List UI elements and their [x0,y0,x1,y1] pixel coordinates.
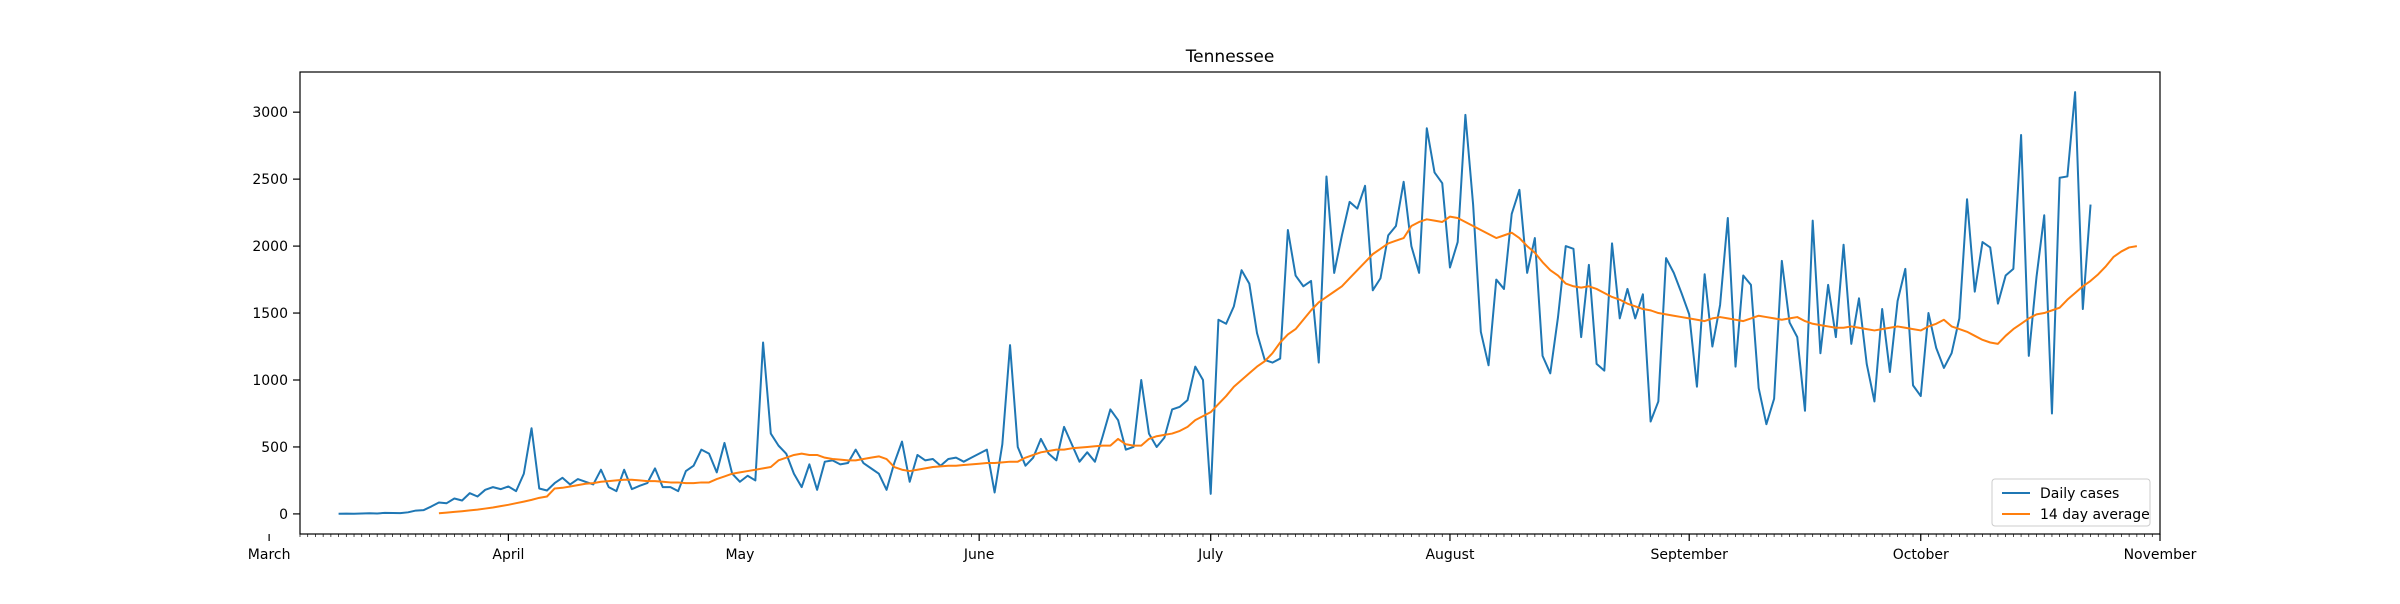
y-tick-label: 0 [279,507,288,523]
plot-frame [299,71,2161,535]
axis-ticks: March April May June July August September Octo… [248,105,2197,563]
x-tick-label: October [1893,547,1949,563]
chart-title: Tennessee [1185,47,1275,67]
legend: Daily cases 14 day average [1991,478,2151,527]
x-tick-label: April [492,547,524,563]
y-tick-label: 2500 [252,172,288,188]
x-tick-label: May [725,547,754,563]
y-tick-label: 500 [261,440,288,456]
series-line-daily-cases [338,91,2092,515]
x-tick-label: June [963,547,995,563]
y-tick-label: 3000 [252,105,288,121]
x-tick-label: July [1197,547,1223,563]
series-line-14-day-average [438,215,2138,515]
legend-label-daily-cases: Daily cases [2040,486,2119,502]
legend-label-14-day-average: 14 day average [2040,507,2150,523]
y-tick-label: 1000 [252,373,288,389]
y-tick-label: 1500 [252,306,288,322]
series-lines [338,91,2138,515]
legend-box [1991,478,2151,527]
x-tick-label: November [2124,547,2197,563]
x-tick-label: September [1651,547,1729,563]
y-tick-label: 2000 [252,239,288,255]
x-tick-label: March [248,547,291,563]
x-tick-label: August [1425,547,1475,563]
